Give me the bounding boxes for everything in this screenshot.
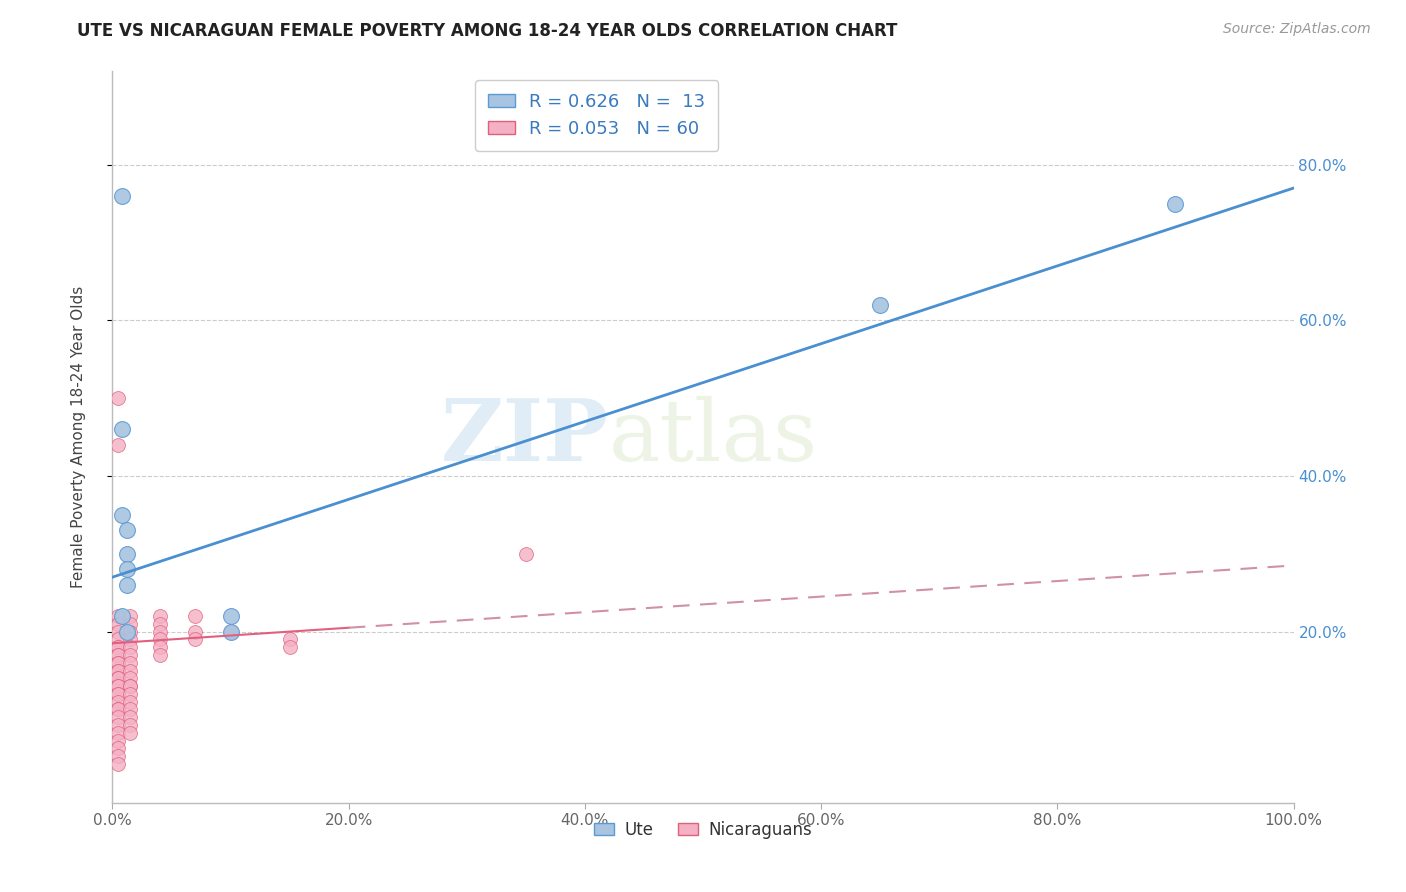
Point bbox=[111, 508, 134, 522]
Point bbox=[149, 616, 172, 631]
Point bbox=[107, 640, 129, 655]
Point bbox=[120, 679, 142, 693]
Point bbox=[107, 718, 129, 732]
Point bbox=[120, 632, 142, 647]
Point bbox=[120, 664, 142, 678]
Text: UTE VS NICARAGUAN FEMALE POVERTY AMONG 18-24 YEAR OLDS CORRELATION CHART: UTE VS NICARAGUAN FEMALE POVERTY AMONG 1… bbox=[77, 22, 897, 40]
Text: ZIP: ZIP bbox=[440, 395, 609, 479]
Point bbox=[107, 632, 129, 647]
Point bbox=[149, 648, 172, 662]
Text: Source: ZipAtlas.com: Source: ZipAtlas.com bbox=[1223, 22, 1371, 37]
Point bbox=[120, 609, 142, 624]
Point bbox=[115, 547, 138, 561]
Point bbox=[107, 671, 129, 685]
Point bbox=[107, 741, 129, 756]
Point bbox=[107, 679, 129, 693]
Point bbox=[149, 632, 172, 647]
Point bbox=[111, 189, 134, 203]
Point bbox=[120, 710, 142, 724]
Point bbox=[120, 725, 142, 739]
Point bbox=[107, 664, 129, 678]
Point bbox=[107, 640, 129, 655]
Point bbox=[107, 648, 129, 662]
Point bbox=[107, 687, 129, 701]
Point bbox=[120, 616, 142, 631]
Point bbox=[115, 624, 138, 639]
Point bbox=[107, 616, 129, 631]
Point bbox=[107, 679, 129, 693]
Point bbox=[107, 725, 129, 739]
Point bbox=[107, 648, 129, 662]
Point bbox=[120, 718, 142, 732]
Point bbox=[219, 624, 242, 639]
Point bbox=[107, 756, 129, 771]
Point bbox=[107, 710, 129, 724]
Point bbox=[149, 640, 172, 655]
Point bbox=[120, 671, 142, 685]
Point bbox=[107, 656, 129, 670]
Point bbox=[107, 749, 129, 764]
Point bbox=[120, 695, 142, 709]
Point bbox=[184, 609, 207, 624]
Point bbox=[184, 632, 207, 647]
Point bbox=[107, 702, 129, 716]
Point bbox=[107, 438, 129, 452]
Point bbox=[1164, 196, 1187, 211]
Point bbox=[107, 671, 129, 685]
Point bbox=[120, 648, 142, 662]
Point bbox=[515, 547, 537, 561]
Point bbox=[107, 391, 129, 405]
Point bbox=[120, 624, 142, 639]
Point bbox=[278, 632, 301, 647]
Point bbox=[184, 624, 207, 639]
Point bbox=[149, 609, 172, 624]
Point bbox=[869, 298, 891, 312]
Point bbox=[107, 624, 129, 639]
Point bbox=[120, 640, 142, 655]
Point bbox=[120, 679, 142, 693]
Point bbox=[111, 609, 134, 624]
Point bbox=[111, 422, 134, 436]
Point bbox=[107, 702, 129, 716]
Point bbox=[107, 733, 129, 747]
Y-axis label: Female Poverty Among 18-24 Year Olds: Female Poverty Among 18-24 Year Olds bbox=[72, 286, 86, 588]
Point bbox=[120, 702, 142, 716]
Point bbox=[278, 640, 301, 655]
Point bbox=[120, 656, 142, 670]
Point bbox=[149, 624, 172, 639]
Point bbox=[115, 578, 138, 592]
Point bbox=[219, 609, 242, 624]
Point bbox=[115, 524, 138, 538]
Point bbox=[107, 695, 129, 709]
Text: atlas: atlas bbox=[609, 395, 818, 479]
Point bbox=[107, 656, 129, 670]
Point bbox=[107, 664, 129, 678]
Point bbox=[107, 609, 129, 624]
Point bbox=[120, 687, 142, 701]
Point bbox=[107, 687, 129, 701]
Point bbox=[219, 624, 242, 639]
Point bbox=[115, 562, 138, 576]
Legend: Ute, Nicaraguans: Ute, Nicaraguans bbox=[588, 814, 818, 846]
